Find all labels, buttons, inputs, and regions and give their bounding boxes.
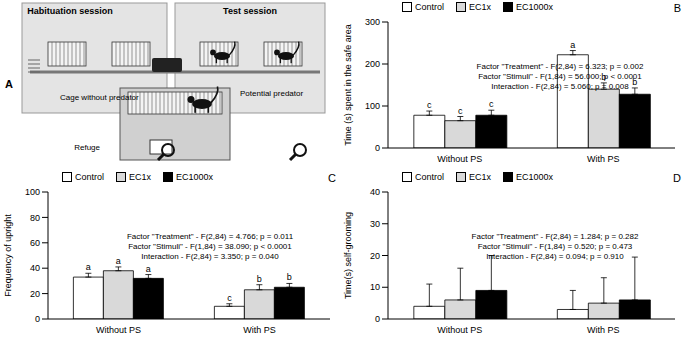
svg-text:Without PS: Without PS <box>437 154 482 164</box>
svg-text:20: 20 <box>30 289 40 299</box>
svg-text:Time (s) spent in the safe are: Time (s) spent in the safe area <box>343 24 353 146</box>
svg-text:Refuge: Refuge <box>74 143 100 152</box>
svg-text:300: 300 <box>365 17 380 27</box>
svg-text:a: a <box>86 262 91 272</box>
svg-text:Habituation session: Habituation session <box>27 6 113 16</box>
svg-text:200: 200 <box>365 59 380 69</box>
svg-text:c: c <box>458 106 463 116</box>
svg-text:40: 40 <box>370 187 380 197</box>
svg-text:c: c <box>489 99 494 109</box>
svg-text:Cage without predator: Cage without predator <box>60 93 139 102</box>
svg-text:b: b <box>257 274 262 284</box>
svg-text:Frequency of upright: Frequency of upright <box>3 214 13 297</box>
svg-text:With PS: With PS <box>243 325 276 335</box>
svg-text:60: 60 <box>30 238 40 248</box>
svg-text:c: c <box>427 100 432 110</box>
svg-text:a: a <box>116 256 121 266</box>
svg-text:Potential predator: Potential predator <box>240 89 303 98</box>
svg-text:a: a <box>146 264 151 274</box>
svg-text:With PS: With PS <box>587 154 620 164</box>
svg-text:b: b <box>287 272 292 282</box>
svg-text:0: 0 <box>35 314 40 324</box>
svg-text:a: a <box>570 40 575 50</box>
svg-text:100: 100 <box>25 187 40 197</box>
svg-text:30: 30 <box>370 219 380 229</box>
svg-text:100: 100 <box>365 101 380 111</box>
svg-text:10: 10 <box>370 282 380 292</box>
svg-text:40: 40 <box>30 263 40 273</box>
svg-text:Time(s) self-grooming: Time(s) self-grooming <box>343 212 353 299</box>
svg-text:20: 20 <box>370 251 380 261</box>
svg-text:Test session: Test session <box>223 6 277 16</box>
svg-text:c: c <box>227 293 232 303</box>
svg-text:A: A <box>5 78 13 90</box>
svg-text:80: 80 <box>30 213 40 223</box>
svg-text:0: 0 <box>375 314 380 324</box>
svg-text:With PS: With PS <box>587 325 620 335</box>
svg-text:0: 0 <box>375 143 380 153</box>
svg-text:Without PS: Without PS <box>96 325 141 335</box>
svg-text:Without PS: Without PS <box>437 325 482 335</box>
